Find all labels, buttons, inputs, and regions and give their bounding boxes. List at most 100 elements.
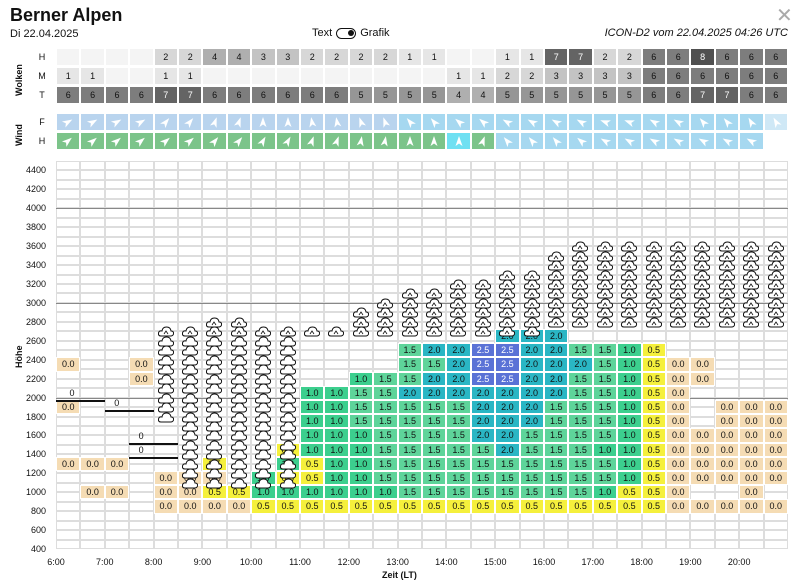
grid-cell bbox=[641, 170, 666, 180]
thermal-cell: 1.5 bbox=[422, 357, 447, 372]
grid-cell bbox=[80, 378, 105, 389]
thermal-cell: 1.5 bbox=[348, 399, 374, 415]
grid-cell bbox=[544, 208, 569, 218]
grid-cell bbox=[641, 198, 666, 209]
grid-cell bbox=[446, 189, 471, 199]
cloud-cell bbox=[446, 48, 471, 66]
grid-cell bbox=[178, 189, 203, 199]
grid-cell bbox=[226, 179, 252, 190]
view-toggle[interactable]: Text Grafik bbox=[312, 27, 390, 39]
thermal-cell: 1.5 bbox=[397, 343, 422, 358]
cloud-cell: 6 bbox=[690, 67, 715, 85]
grid-cell bbox=[470, 179, 496, 190]
grid-cell bbox=[324, 227, 349, 237]
cloud-icon bbox=[255, 326, 272, 337]
grid-cell bbox=[153, 284, 178, 294]
wind-cell bbox=[446, 113, 471, 131]
grid-cell bbox=[617, 520, 642, 531]
grid-cell bbox=[80, 331, 105, 341]
thermal-cell: 2.0 bbox=[544, 357, 569, 372]
toggle-text-label: Text bbox=[312, 27, 333, 39]
grid-cell bbox=[80, 350, 105, 360]
thermal-cell: 1.5 bbox=[397, 456, 422, 471]
thermal-cell: 0.0 bbox=[690, 428, 715, 443]
thermal-cell: 1.5 bbox=[544, 414, 569, 429]
thermal-cell: 1.5 bbox=[397, 485, 422, 500]
grid-cell bbox=[763, 369, 788, 379]
wind-cell bbox=[470, 132, 496, 150]
grid-cell bbox=[251, 539, 276, 549]
y-tick-label: 4200 bbox=[25, 184, 46, 195]
y-tick-label: 1600 bbox=[25, 430, 46, 441]
wind-arrow-icon bbox=[62, 119, 73, 128]
grid-cell bbox=[446, 198, 471, 209]
y-tick-label: 1200 bbox=[25, 468, 46, 479]
cloud-cell: 2 bbox=[495, 67, 520, 85]
grid-cell bbox=[104, 236, 130, 247]
thermal-cell: 1.0 bbox=[617, 343, 642, 358]
thermal-cell: 2.5 bbox=[495, 371, 520, 386]
thermal-cell: 0.0 bbox=[763, 456, 788, 471]
grid-cell bbox=[592, 331, 618, 341]
wind-cell bbox=[251, 113, 276, 131]
cloud-icon bbox=[206, 317, 223, 328]
grid-cell bbox=[446, 236, 471, 247]
cloud-icon bbox=[694, 241, 711, 252]
thermal-cell: 1.0 bbox=[373, 485, 398, 500]
wind-cell bbox=[373, 132, 398, 150]
grid-cell bbox=[714, 331, 740, 341]
close-icon[interactable]: ✕ bbox=[776, 5, 793, 27]
cloud-icon bbox=[425, 288, 443, 299]
grid-cell bbox=[763, 331, 788, 341]
thermal-cell: 1.5 bbox=[397, 414, 422, 429]
grid-cell bbox=[300, 198, 325, 209]
grid-cell bbox=[568, 217, 593, 228]
x-tick-label: 10:00 bbox=[239, 557, 263, 567]
grid-cell bbox=[300, 312, 325, 322]
grid-cell bbox=[592, 539, 618, 549]
cloud-cell bbox=[324, 67, 349, 85]
x-tick-label: 9:00 bbox=[193, 557, 212, 567]
wind-cell bbox=[714, 132, 740, 150]
cloud-cell: 5 bbox=[519, 86, 544, 104]
cloud-icon bbox=[767, 241, 784, 252]
thermal-cell: 0.5 bbox=[641, 343, 666, 358]
grid-cell bbox=[690, 170, 715, 180]
thermal-cell: 1.5 bbox=[568, 470, 593, 486]
thermal-cell: 1.5 bbox=[422, 414, 447, 429]
cloud-cell: 2 bbox=[348, 48, 374, 66]
x-tick-label: 15:00 bbox=[483, 557, 507, 567]
grid-cell bbox=[80, 161, 105, 171]
thermal-cell: 1.5 bbox=[568, 428, 593, 443]
thermal-cell: 0.0 bbox=[714, 442, 740, 457]
grid-cell bbox=[714, 161, 740, 171]
grid-cell bbox=[690, 397, 715, 408]
grid-cell bbox=[80, 359, 105, 370]
wind-cell bbox=[422, 132, 447, 150]
grid-cell bbox=[568, 539, 593, 549]
thermal-cell: 0.0 bbox=[666, 470, 691, 486]
grid-cell bbox=[397, 265, 422, 275]
grid-cell bbox=[80, 302, 105, 313]
clouds-section-label: Wolken bbox=[14, 64, 24, 96]
grid-cell bbox=[495, 520, 520, 531]
thermal-cell: 1.0 bbox=[324, 470, 349, 486]
wind-cell bbox=[226, 132, 252, 150]
grid-cell bbox=[422, 227, 447, 237]
wind-cell bbox=[714, 113, 740, 131]
grid-cell bbox=[690, 530, 715, 540]
cloud-cell: 1 bbox=[446, 67, 471, 85]
grid-cell bbox=[422, 217, 447, 228]
grid-cell bbox=[275, 530, 300, 540]
cloud-icon bbox=[669, 241, 687, 252]
cloud-cell: 5 bbox=[422, 86, 447, 104]
thermal-cell: 0.5 bbox=[446, 499, 471, 514]
grid-cell bbox=[104, 170, 130, 180]
toggle-switch[interactable] bbox=[336, 27, 357, 39]
grid-cell bbox=[348, 340, 374, 351]
grid-cell bbox=[714, 208, 740, 218]
grid-cell bbox=[348, 293, 374, 303]
wind-cell bbox=[104, 113, 130, 131]
y-tick-label: 800 bbox=[30, 506, 46, 517]
wind-cell bbox=[202, 113, 227, 131]
